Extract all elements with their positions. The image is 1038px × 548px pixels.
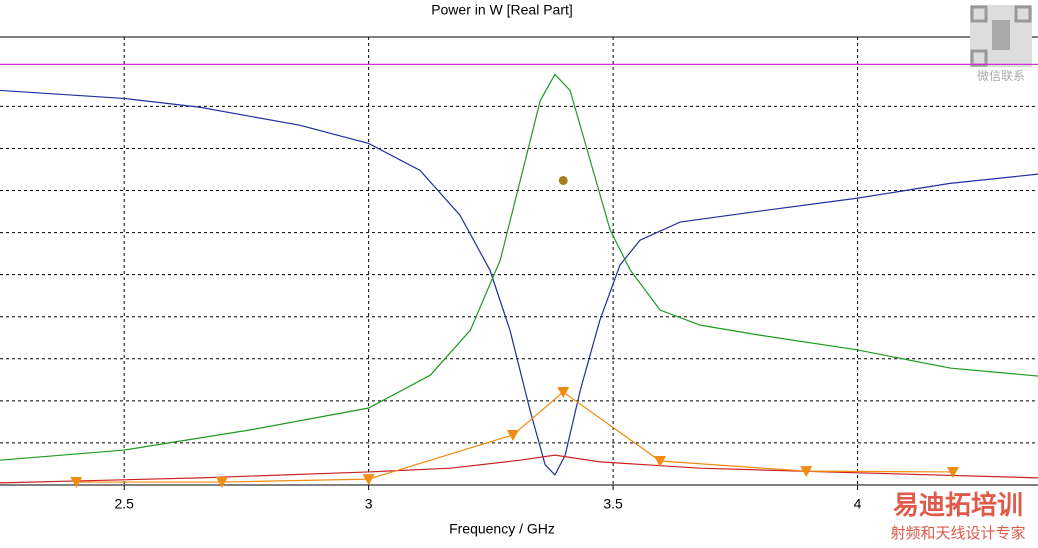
point-marker [362, 474, 375, 486]
point-marker [70, 477, 83, 489]
point-marker [654, 456, 667, 468]
watermark-brand: 易迪拓培训 [893, 490, 1023, 520]
point-marker [215, 477, 228, 489]
x-tick-label: 2.5 [114, 496, 134, 512]
point-marker [800, 466, 813, 478]
watermark-slogan: 射频和天线设计专家 [890, 525, 1025, 542]
series-line [0, 454, 1038, 484]
x-tick-label: 4 [854, 496, 862, 512]
chart-title: Power in W [Real Part] [431, 2, 573, 18]
point-marker [558, 175, 568, 185]
series-line [0, 73, 1038, 461]
point-marker [946, 466, 959, 478]
series-line [76, 391, 953, 483]
x-tick-label: 3.5 [603, 496, 623, 512]
point-marker [557, 387, 570, 399]
x-tick-label: 3 [365, 496, 373, 512]
watermark-contact: 微信联系 [977, 69, 1025, 83]
qr-code [970, 5, 1032, 67]
x-axis-label: Frequency / GHz [449, 521, 555, 537]
series-line [0, 89, 1038, 476]
point-marker [506, 429, 519, 441]
